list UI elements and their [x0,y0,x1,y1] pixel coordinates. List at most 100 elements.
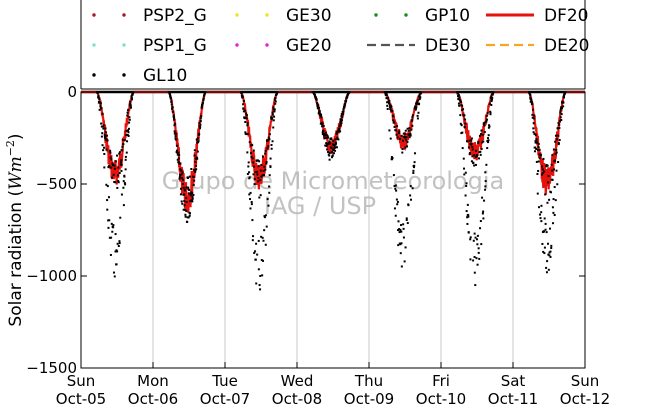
gl10-point [538,213,541,216]
gl10-point [544,193,547,196]
gl10-point [176,153,179,156]
gl10-point [476,154,479,157]
gl10-point [558,123,561,126]
x-tick-day: Sun [571,372,600,390]
gl10-point [275,93,278,96]
gl10-point [476,263,479,266]
gl10-point [178,176,181,179]
gl10-point [461,104,464,107]
gl10-point [392,119,395,122]
gl10-point [406,145,409,148]
gl10-point [470,160,473,163]
gl10-point [125,151,128,154]
gl10-point [476,243,479,246]
gl10-point [103,146,106,149]
gl10-point [327,136,330,139]
gl10-point [193,154,196,157]
gl10-point [401,151,404,154]
y-tick-label: −500 [36,175,77,193]
gl10-point [468,151,471,154]
gl10-point [179,168,182,171]
gl10-point [253,251,256,254]
gl10-point [170,103,173,106]
gl10-point [168,93,171,96]
gl10-point [539,153,542,156]
gl10-point [112,224,115,227]
gl10-point [332,152,335,155]
gl10-point [459,100,462,103]
gl10-point [124,183,127,186]
gl10-point [254,258,257,261]
gl10-point [458,99,461,102]
gl10-point [101,144,104,147]
gl10-point [337,138,340,141]
gl10-point [397,229,400,232]
gl10-point [400,134,403,137]
gl10-point [339,118,342,121]
gl10-point [419,96,422,99]
gl10-point [247,161,250,164]
gl10-point [557,122,560,125]
gl10-point [400,242,403,245]
gl10-point [474,156,477,159]
gl10-point [250,201,253,204]
gl10-point [562,101,565,104]
x-tick-date: Oct-11 [488,390,538,408]
gl10-point [252,161,255,164]
gl10-point [391,110,394,113]
gl10-point [386,104,389,107]
gl10-point [103,135,106,138]
gl10-point [128,116,131,119]
gl10-point [540,173,543,176]
gl10-point [123,182,126,185]
gl10-point [260,235,263,238]
gl10-point [467,213,470,216]
gl10-point [404,129,407,132]
gl10-point [255,242,258,245]
gl10-point [483,199,486,202]
gl10-point [457,98,460,101]
gl10-point [478,257,481,260]
gl10-point [546,260,549,263]
gl10-point [390,105,393,108]
gl10-point [416,100,419,103]
gl10-point [126,133,129,136]
legend-entry: PSP1_G [92,36,207,56]
gl10-point [477,247,480,250]
gl10-point [474,284,477,287]
legend-entry: GL10 [92,66,187,86]
gl10-point [327,153,330,156]
gl10-point [547,268,550,271]
gl10-point [327,151,330,153]
gl10-point [114,160,117,163]
y-tick-label: −1000 [26,267,77,285]
gl10-point [262,173,265,176]
gl10-point [413,166,416,169]
gl10-point [559,116,562,119]
gl10-point [193,179,196,182]
gl10-point [470,142,473,145]
gl10-point [552,168,555,171]
gl10-point [480,147,483,150]
gl10-point [550,244,553,247]
gl10-point [272,106,275,109]
gl10-point [412,169,415,172]
gl10-point [547,242,549,245]
gl10-point [330,147,333,150]
legend-entry: DE30 [367,36,470,56]
gl10-point [540,204,543,207]
gl10-point [554,199,557,202]
gl10-point [549,191,552,194]
gl10-point [184,208,187,211]
gl10-point [330,150,333,153]
gl10-point [266,198,269,201]
gl10-point [245,112,248,115]
gl10-point [114,233,117,236]
gl10-point [338,128,341,131]
gl10-point [481,133,484,136]
gl10-point [126,111,129,114]
gl10-point [415,102,418,105]
gl10-point [126,140,129,143]
gl10-point [410,198,413,201]
gl10-point [247,132,250,135]
